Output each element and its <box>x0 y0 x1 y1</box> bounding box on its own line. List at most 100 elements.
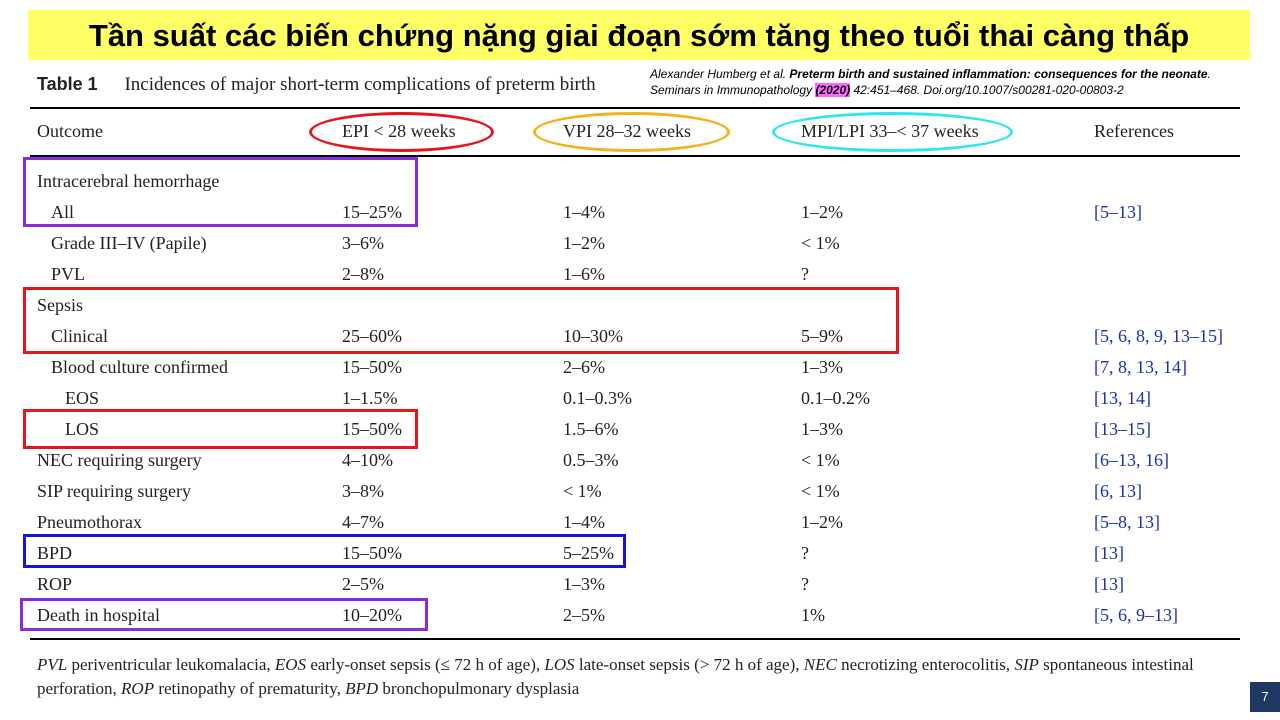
cell-epi: 4–10% <box>342 450 393 470</box>
cell-mpi: < 1% <box>801 481 840 501</box>
cell-vpi: 10–30% <box>563 326 623 346</box>
table-row: Blood culture confirmed 15–50% 2–6% 1–3% [7,… <box>0 357 1280 381</box>
cell-outcome: LOS <box>65 419 100 439</box>
cell-vpi: 1–6% <box>563 264 605 284</box>
highlight-box-ich <box>23 157 418 227</box>
highlight-box-bpd <box>23 534 626 568</box>
table-row: Death in hospital 10–20% 2–5% 1% [5, 6, 9–13… <box>0 605 1280 629</box>
footnote-text: retinopathy of prematurity, <box>154 679 346 698</box>
table-row: SIP requiring surgery 3–8% < 1% < 1% [6, 13] <box>0 481 1280 505</box>
table-row: BPD 15–50% 5–25%? [13] <box>0 543 1280 567</box>
cell-epi: 15–50% <box>342 419 402 439</box>
cell-epi: 10–20% <box>342 605 402 625</box>
highlight-box-sepsis <box>23 287 899 354</box>
table-row: Grade III–IV (Papile) 3–6% 1–2% < 1% <box>0 233 1280 257</box>
cell-mpi: 1–2% <box>801 512 843 532</box>
page-number: 7 <box>1250 682 1280 712</box>
footnote-abbr: EOS <box>274 655 307 674</box>
cell-outcome: Pneumothorax <box>37 512 142 532</box>
table-row: Clinical 25–60% 10–30% 5–9% [5, 6, 8, 9, 13–… <box>0 326 1280 350</box>
citation-journal: . Seminars in Immunopathology <box>650 67 1211 97</box>
cell-epi: 2–8% <box>342 264 384 284</box>
table-row: LOS 15–50% 1.5–6% 1–3% [13–15] <box>0 419 1280 443</box>
cell-outcome: BPD <box>37 543 73 563</box>
cell-outcome: Sepsis <box>37 295 84 315</box>
table-top-rule <box>30 107 1240 109</box>
table-row: PVL 2–8% 1–6%? <box>0 264 1280 288</box>
cell-outcome: Clinical <box>51 326 108 346</box>
table-caption: Table 1 Incidences of major short-term c… <box>37 74 596 96</box>
footnote-abbr: SIP <box>1014 655 1039 674</box>
highlight-oval-mpi <box>772 112 1013 152</box>
cell-mpi: 1–2% <box>801 202 843 222</box>
highlight-oval-epi <box>309 112 494 152</box>
cell-vpi: 0.5–3% <box>563 450 619 470</box>
cell-vpi: 5–25% <box>563 543 614 563</box>
cell-mpi: ? <box>801 264 809 284</box>
cell-vpi: 0.1–0.3% <box>563 388 632 408</box>
cell-outcome: SIP requiring surgery <box>37 481 191 501</box>
cell-references: [6–13, 16] <box>1094 450 1169 470</box>
cell-outcome: All <box>51 202 75 222</box>
cell-references: [13] <box>1094 574 1124 594</box>
cell-mpi: 0.1–0.2% <box>801 388 870 408</box>
footnote-text: spontaneous intestinal perforation, <box>37 655 1194 698</box>
table-footnote: PVL periventricular leukomalacia, EOS ea… <box>37 653 1247 701</box>
table-header-rule <box>30 155 1240 157</box>
cell-mpi: 1% <box>801 605 825 625</box>
cell-mpi: ? <box>801 574 809 594</box>
cell-epi: 3–6% <box>342 233 384 253</box>
footnote-text: bronchopulmonary dysplasia <box>378 679 580 698</box>
footnote-text: early-onset sepsis (≤ 72 h of age), <box>306 655 545 674</box>
highlight-box-death <box>20 598 428 631</box>
cell-mpi: 1–3% <box>801 419 843 439</box>
cell-epi: 15–50% <box>342 543 402 563</box>
footnote-abbr: NEC <box>803 655 837 674</box>
cell-references: [5, 6, 9–13] <box>1094 605 1178 625</box>
cell-vpi: 2–6% <box>563 357 605 377</box>
table-row: Sepsis <box>0 295 1280 319</box>
cell-mpi: < 1% <box>801 450 840 470</box>
cell-epi: 15–50% <box>342 357 402 377</box>
cell-mpi: < 1% <box>801 233 840 253</box>
citation: Alexander Humberg et al. Preterm birth a… <box>650 66 1250 98</box>
cell-vpi: 1–2% <box>563 233 605 253</box>
cell-vpi: 1–4% <box>563 202 605 222</box>
table-row: NEC requiring surgery 4–10% 0.5–3% < 1% [6–1… <box>0 450 1280 474</box>
highlight-box-los <box>23 409 418 449</box>
cell-outcome: PVL <box>51 264 86 284</box>
cell-outcome: ROP <box>37 574 73 594</box>
citation-details: 42:451–468. Doi.org/10.1007/s00281-020-0… <box>853 83 1124 97</box>
table-row: Intracerebral hemorrhage <box>0 171 1280 195</box>
footnote-text: necrotizing enterocolitis, <box>836 655 1015 674</box>
cell-outcome: Blood culture confirmed <box>51 357 228 377</box>
highlight-oval-vpi <box>533 112 730 152</box>
cell-mpi: ? <box>801 543 809 563</box>
citation-year: (2020) <box>815 83 851 97</box>
cell-epi: 4–7% <box>342 512 384 532</box>
footnote-text: periventricular leukomalacia, <box>67 655 275 674</box>
cell-references: [13] <box>1094 543 1124 563</box>
title-banner: Tần suất các biến chứng nặng giai đoạn s… <box>28 10 1250 60</box>
cell-references: [5, 6, 8, 9, 13–15] <box>1094 326 1223 346</box>
cell-epi: 1–1.5% <box>342 388 398 408</box>
table-number: Table 1 <box>37 74 98 94</box>
footnote-abbr: PVL <box>37 655 68 674</box>
footnote-abbr: BPD <box>345 679 379 698</box>
cell-vpi: 1.5–6% <box>563 419 619 439</box>
header-outcome: Outcome <box>37 121 103 141</box>
cell-mpi: 1–3% <box>801 357 843 377</box>
header-references: References <box>1094 121 1174 141</box>
footnote-abbr: ROP <box>121 679 155 698</box>
cell-references: [6, 13] <box>1094 481 1142 501</box>
cell-epi: 25–60% <box>342 326 402 346</box>
cell-outcome: NEC requiring surgery <box>37 450 202 470</box>
cell-vpi: 1–3% <box>563 574 605 594</box>
cell-outcome: Death in hospital <box>37 605 160 625</box>
table-bottom-rule <box>30 638 1240 640</box>
cell-outcome: Grade III–IV (Papile) <box>51 233 207 253</box>
footnote-abbr: LOS <box>544 655 575 674</box>
cell-vpi: < 1% <box>563 481 602 501</box>
cell-epi: 15–25% <box>342 202 402 222</box>
cell-mpi: 5–9% <box>801 326 843 346</box>
